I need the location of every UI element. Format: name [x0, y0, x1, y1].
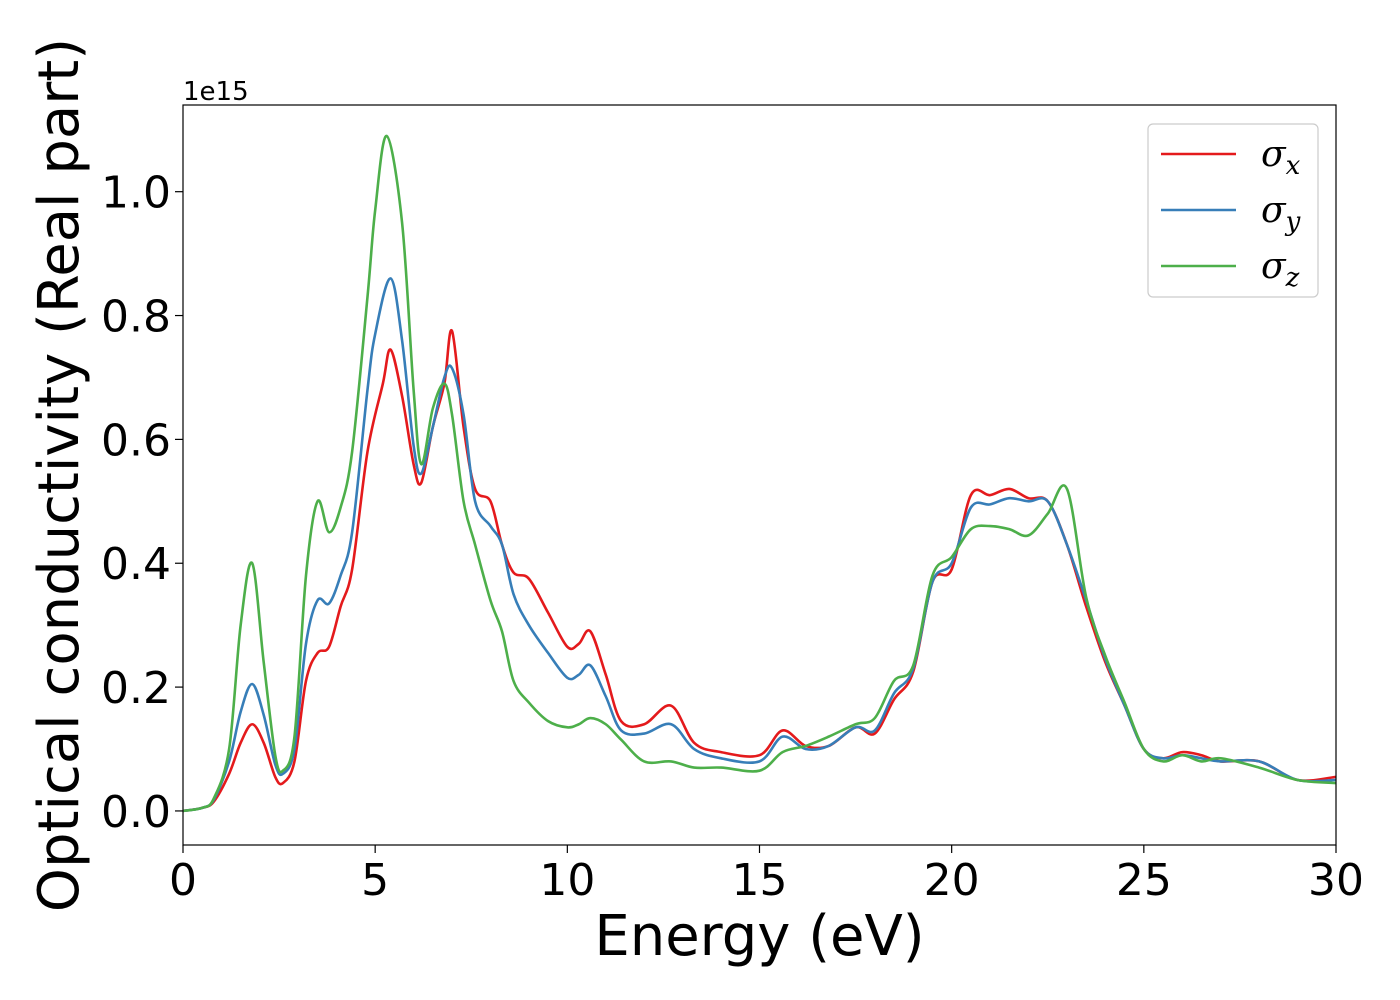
x-axis: 0 5 10 15 20 25 30 [169, 845, 1364, 906]
y-tick-label: 0.4 [101, 539, 171, 590]
y-tick-label: 0.6 [101, 415, 171, 466]
series-line-y [183, 277, 1336, 813]
y-tick-label: 1.0 [101, 168, 171, 219]
series-line-x [183, 329, 1336, 813]
x-tick-label: 20 [924, 855, 980, 906]
legend-label-symbol: σ [1261, 246, 1287, 287]
legend-label-subscript: x [1286, 151, 1301, 181]
legend-label-subscript: y [1285, 207, 1301, 237]
legend-label-z: σz [1261, 246, 1300, 293]
x-tick-label: 10 [539, 855, 595, 906]
x-tick-label: 30 [1308, 855, 1364, 906]
y-tick-label: 0.2 [101, 663, 171, 714]
series-line-z [183, 134, 1336, 813]
y-offset-label: 1e15 [183, 77, 249, 107]
legend-label-symbol: σ [1261, 134, 1287, 175]
y-axis-title: Optical conductivity (Real part) [27, 38, 92, 912]
legend-label-symbol: σ [1261, 190, 1287, 231]
y-tick-label: 0.0 [101, 787, 171, 838]
x-tick-label: 25 [1116, 855, 1172, 906]
legend-label-x: σx [1261, 134, 1301, 181]
y-tick-label: 0.8 [101, 292, 171, 343]
series-layer [183, 134, 1336, 813]
x-tick-label: 5 [361, 855, 389, 906]
y-axis: 0.0 0.2 0.4 0.6 0.8 1.0 [101, 168, 183, 838]
x-tick-label: 0 [169, 855, 197, 906]
x-axis-title: Energy (eV) [594, 904, 924, 969]
x-tick-label: 15 [732, 855, 788, 906]
legend-label-y: σy [1261, 190, 1301, 237]
legend-label-subscript: z [1285, 263, 1300, 293]
